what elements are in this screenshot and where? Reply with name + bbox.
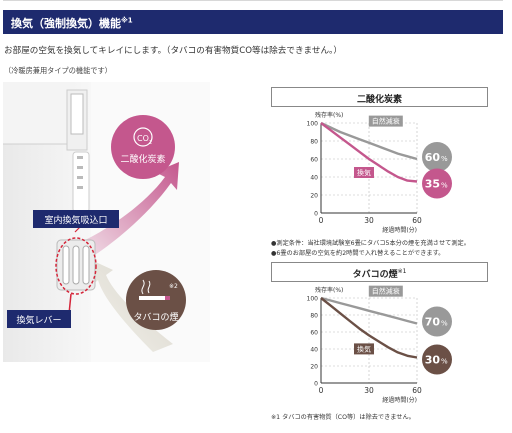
chart-smoke-title-box: タバコの煙※1 bbox=[271, 262, 488, 282]
chart1-series-label-box bbox=[354, 343, 374, 355]
chart1-series-label: 自然減衰 bbox=[372, 287, 400, 296]
intro-text: お部屋の空気を換気してキレイにします。（タバコの有害物質CO等は除去できません。… bbox=[4, 46, 342, 56]
chart0-xlabel: 経過時間(分) bbox=[382, 226, 417, 234]
chart1-xtick-label: 0 bbox=[319, 386, 324, 395]
chart0-ytick-label: 80 bbox=[310, 139, 318, 146]
section-title-note: ※1 bbox=[121, 16, 133, 25]
chart1-end-unit: % bbox=[441, 320, 448, 328]
chart-co2-title-box: 二酸化炭素 bbox=[271, 87, 488, 107]
chart-co2-footnote-1: ●測定条件：当社環境試験室6畳にタバコ5本分の煙を充満させて測定。 bbox=[271, 240, 470, 247]
chart-co2-title: 二酸化炭素 bbox=[356, 95, 402, 105]
chart-smoke: 0 20 40 60 80 100 0 30 60 残存率(%) 経過時間(分) 自然減衰 70 % 換気 3… bbox=[307, 285, 452, 404]
co2-label: 二酸化炭素 bbox=[120, 153, 165, 165]
chart1-series-label: 換気 bbox=[357, 344, 371, 353]
chart1-xlabel: 経過時間(分) bbox=[382, 396, 417, 404]
illustration-svg: CO 2 二酸化炭素 ※2 タバコの煙 室内換気吸込口 換気レバー bbox=[3, 82, 210, 362]
chart1-series-label-box bbox=[368, 285, 403, 297]
chart0-xtick-label: 60 bbox=[412, 216, 422, 225]
chart0-xtick-label: 0 bbox=[319, 216, 324, 225]
chart0-ytick-label: 60 bbox=[310, 157, 318, 164]
chart0-series-label-box bbox=[368, 115, 403, 127]
chart-smoke-title-note: ※1 bbox=[397, 268, 407, 275]
top-divider bbox=[3, 0, 503, 1]
chart0-end-bubble bbox=[422, 142, 452, 172]
exhaust-arrow bbox=[81, 162, 179, 260]
co2-formula: CO bbox=[137, 134, 149, 143]
chart-smoke-footnote: ※1 タバコの有害物質（CO等）は除去できません。 bbox=[271, 414, 415, 421]
co2-bubble bbox=[111, 115, 175, 179]
chart1-ytick-label: 40 bbox=[310, 347, 318, 354]
chart1-xtick-label: 60 bbox=[412, 386, 422, 395]
chart1-end-value: 70 bbox=[425, 316, 441, 329]
chart1-ylabel: 残存率(%) bbox=[315, 286, 343, 294]
lever-highlight bbox=[55, 237, 97, 295]
smoke-label: タバコの煙 bbox=[133, 312, 178, 323]
chart0-series-label: 自然減衰 bbox=[372, 117, 400, 126]
intake-label: 室内換気吸込口 bbox=[44, 214, 107, 226]
smoke-note: ※2 bbox=[169, 283, 178, 290]
chart0-series-line bbox=[320, 121, 418, 161]
chart1-end-unit: % bbox=[441, 358, 448, 366]
chart0-ytick-label: 100 bbox=[307, 121, 319, 128]
ventilation-illustration: CO 2 二酸化炭素 ※2 タバコの煙 室内換気吸込口 換気レバー bbox=[3, 82, 210, 362]
chart0-ytick-label: 40 bbox=[310, 175, 318, 182]
lever-label: 換気レバー bbox=[16, 314, 61, 326]
chart0-end-value: 60 bbox=[425, 151, 441, 164]
chart1-end-bubble bbox=[422, 306, 452, 337]
chart1-xtick-label: 30 bbox=[364, 386, 374, 395]
chart0-ytick-label: 0 bbox=[314, 211, 318, 218]
chart0-end-unit: % bbox=[441, 182, 448, 190]
chart1-ytick-label: 20 bbox=[310, 364, 318, 371]
chart1-end-value: 30 bbox=[425, 354, 441, 367]
co2-subscript: 2 bbox=[149, 140, 152, 146]
chart1-ytick-label: 80 bbox=[310, 313, 318, 320]
chart0-end-value: 35 bbox=[425, 178, 440, 191]
chart0-ytick-label: 20 bbox=[310, 193, 318, 200]
chart1-series-line bbox=[320, 296, 418, 325]
intake-grille bbox=[56, 239, 96, 291]
chart1-ytick-label: 100 bbox=[307, 296, 319, 303]
chart1-ytick-label: 60 bbox=[310, 330, 318, 337]
chart-co2: 0 20 40 60 80 100 0 30 60 残存率(%) 経過時間(分) 自然減衰 60 % 換気 3… bbox=[307, 111, 452, 234]
chart0-series-label-box bbox=[354, 167, 374, 178]
lever-label-box bbox=[7, 310, 71, 328]
chart0-end-bubble bbox=[422, 168, 452, 199]
model-note: （冷暖房兼用タイプの機能です） bbox=[4, 66, 112, 75]
chart1-series-line bbox=[320, 297, 418, 359]
chart0-xtick-label: 30 bbox=[364, 216, 374, 225]
chart0-ylabel: 残存率(%) bbox=[315, 111, 343, 119]
chart-smoke-title: タバコの煙 bbox=[352, 270, 398, 280]
chart0-series-label: 換気 bbox=[357, 168, 371, 177]
chart-co2-footnote-2: ●6畳のお部屋の空気を約2時間で入れ替えることができます。 bbox=[271, 250, 445, 257]
intake-label-box bbox=[33, 210, 119, 228]
chart1-end-bubble bbox=[422, 344, 452, 375]
chart0-series-line bbox=[320, 122, 418, 183]
section-header: 換気（強制換気）機能※1 bbox=[3, 10, 503, 34]
chart0-end-unit: % bbox=[441, 155, 448, 163]
section-title: 換気（強制換気）機能 bbox=[11, 17, 121, 30]
chart1-ytick-label: 0 bbox=[314, 381, 318, 388]
